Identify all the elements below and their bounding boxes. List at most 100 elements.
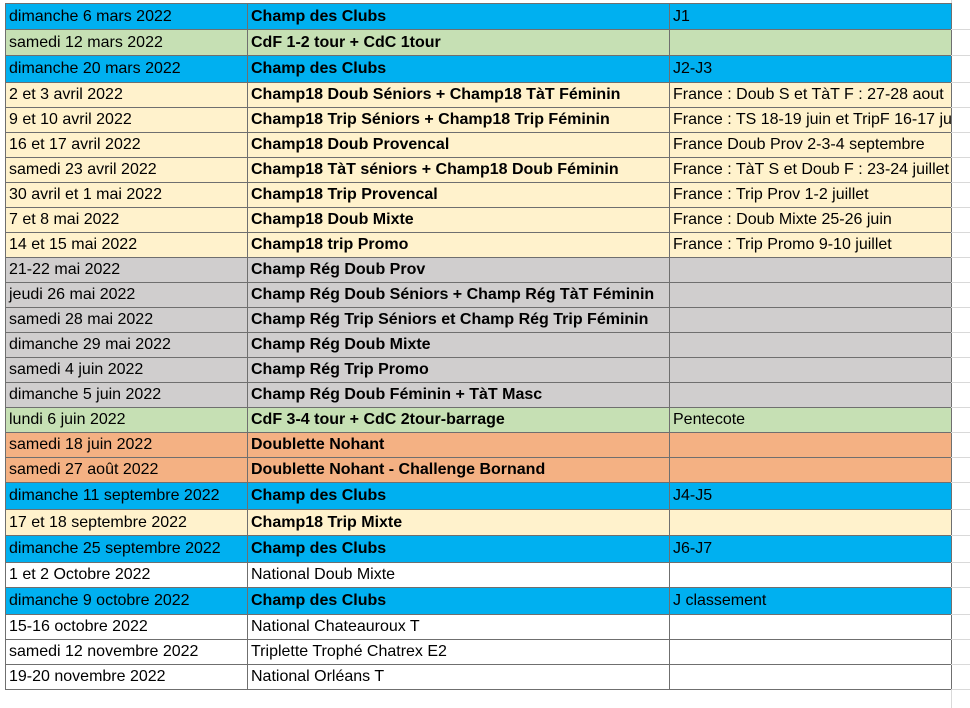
note-cell[interactable] bbox=[669, 29, 952, 56]
table-row: samedi 28 mai 2022 Champ Rég Trip Séniors… bbox=[5, 307, 952, 333]
date-cell[interactable]: 1 et 2 Octobre 2022 bbox=[5, 562, 248, 588]
table-row: samedi 18 juin 2022 Doublette Nohant bbox=[5, 432, 952, 458]
note-cell[interactable] bbox=[669, 307, 952, 333]
event-cell[interactable]: Champ18 Doub Provencal bbox=[247, 132, 670, 158]
event-cell[interactable]: Champ Rég Doub Séniors + Champ Rég TàT F… bbox=[247, 282, 670, 308]
note-cell[interactable]: Pentecote bbox=[669, 407, 952, 433]
table-row: samedi 27 août 2022 Doublette Nohant - Ch… bbox=[5, 457, 952, 483]
note-cell[interactable]: J classement bbox=[669, 587, 952, 615]
date-cell[interactable]: 9 et 10 avril 2022 bbox=[5, 107, 248, 133]
event-cell[interactable]: Champ des Clubs bbox=[247, 535, 670, 563]
event-cell[interactable]: Champ18 trip Promo bbox=[247, 232, 670, 258]
date-cell[interactable]: 2 et 3 avril 2022 bbox=[5, 82, 248, 108]
event-cell[interactable]: Champ Rég Doub Mixte bbox=[247, 332, 670, 358]
event-cell[interactable]: Champ18 Doub Séniors + Champ18 TàT Fémin… bbox=[247, 82, 670, 108]
date-cell[interactable]: 7 et 8 mai 2022 bbox=[5, 207, 248, 233]
event-cell[interactable]: National Chateauroux T bbox=[247, 614, 670, 640]
date-cell[interactable]: samedi 4 juin 2022 bbox=[5, 357, 248, 383]
date-cell[interactable]: dimanche 20 mars 2022 bbox=[5, 55, 248, 83]
event-cell[interactable]: Champ Rég Doub Féminin + TàT Masc bbox=[247, 382, 670, 408]
note-cell[interactable] bbox=[669, 357, 952, 383]
event-cell[interactable]: Doublette Nohant bbox=[247, 432, 670, 458]
note-cell[interactable] bbox=[669, 614, 952, 640]
note-cell[interactable] bbox=[669, 332, 952, 358]
event-cell[interactable]: Champ Rég Trip Promo bbox=[247, 357, 670, 383]
date-cell[interactable]: dimanche 29 mai 2022 bbox=[5, 332, 248, 358]
note-cell[interactable] bbox=[669, 282, 952, 308]
note-cell[interactable] bbox=[669, 432, 952, 458]
event-cell[interactable]: Champ Rég Doub Prov bbox=[247, 257, 670, 283]
event-cell[interactable]: Champ des Clubs bbox=[247, 482, 670, 510]
note-cell[interactable]: France Doub Prov 2-3-4 septembre bbox=[669, 132, 952, 158]
table-row: dimanche 29 mai 2022 Champ Rég Doub Mixte bbox=[5, 332, 952, 358]
event-cell[interactable]: Champ18 TàT séniors + Champ18 Doub Fémin… bbox=[247, 157, 670, 183]
note-cell[interactable] bbox=[669, 257, 952, 283]
note-cell[interactable]: J4-J5 bbox=[669, 482, 952, 510]
date-cell[interactable]: 15-16 octobre 2022 bbox=[5, 614, 248, 640]
event-cell[interactable]: Champ18 Trip Séniors + Champ18 Trip Fémi… bbox=[247, 107, 670, 133]
note-cell[interactable]: France : Doub Mixte 25-26 juin bbox=[669, 207, 952, 233]
gridline bbox=[951, 332, 970, 333]
note-cell[interactable]: J2-J3 bbox=[669, 55, 952, 83]
note-cell[interactable]: France : Doub S et TàT F : 27-28 aout bbox=[669, 82, 952, 108]
event-cell[interactable]: Champ des Clubs bbox=[247, 55, 670, 83]
event-cell[interactable]: National Doub Mixte bbox=[247, 562, 670, 588]
event-cell[interactable]: Doublette Nohant - Challenge Bornand bbox=[247, 457, 670, 483]
table-row: dimanche 9 octobre 2022 Champ des Clubs J … bbox=[5, 587, 952, 615]
date-cell[interactable]: dimanche 25 septembre 2022 bbox=[5, 535, 248, 563]
gridline bbox=[951, 407, 970, 408]
table-row: 17 et 18 septembre 2022 Champ18 Trip Mixt… bbox=[5, 509, 952, 536]
event-cell[interactable]: Champ18 Trip Provencal bbox=[247, 182, 670, 208]
event-cell[interactable]: Champ18 Trip Mixte bbox=[247, 509, 670, 536]
date-cell[interactable]: dimanche 9 octobre 2022 bbox=[5, 587, 248, 615]
table-row: samedi 12 mars 2022 CdF 1-2 tour + CdC 1t… bbox=[5, 29, 952, 56]
event-cell[interactable]: Champ18 Doub Mixte bbox=[247, 207, 670, 233]
event-cell[interactable]: Triplette Trophé Chatrex E2 bbox=[247, 639, 670, 665]
date-cell[interactable]: samedi 23 avril 2022 bbox=[5, 157, 248, 183]
event-cell[interactable]: Champ des Clubs bbox=[247, 3, 670, 30]
note-cell[interactable]: France : TS 18-19 juin et TripF 16-17 ju… bbox=[669, 107, 952, 133]
date-cell[interactable]: 14 et 15 mai 2022 bbox=[5, 232, 248, 258]
date-cell[interactable]: dimanche 6 mars 2022 bbox=[5, 3, 248, 30]
date-cell[interactable]: samedi 28 mai 2022 bbox=[5, 307, 248, 333]
date-cell[interactable]: dimanche 11 septembre 2022 bbox=[5, 482, 248, 510]
note-cell[interactable]: J6-J7 bbox=[669, 535, 952, 563]
date-cell[interactable]: samedi 27 août 2022 bbox=[5, 457, 248, 483]
date-cell[interactable]: lundi 6 juin 2022 bbox=[5, 407, 248, 433]
note-cell[interactable]: France : TàT S et Doub F : 23-24 juillet bbox=[669, 157, 952, 183]
gridline bbox=[951, 307, 970, 308]
table-row: 9 et 10 avril 2022 Champ18 Trip Séniors +… bbox=[5, 107, 952, 133]
date-cell[interactable]: 30 avril et 1 mai 2022 bbox=[5, 182, 248, 208]
event-cell[interactable]: CdF 3-4 tour + CdC 2tour-barrage bbox=[247, 407, 670, 433]
note-cell[interactable] bbox=[669, 509, 952, 536]
note-cell[interactable] bbox=[669, 457, 952, 483]
event-cell[interactable]: Champ des Clubs bbox=[247, 587, 670, 615]
date-cell[interactable]: 16 et 17 avril 2022 bbox=[5, 132, 248, 158]
note-cell[interactable] bbox=[669, 382, 952, 408]
table-row: dimanche 20 mars 2022 Champ des Clubs J2-J… bbox=[5, 55, 952, 83]
event-cell[interactable]: CdF 1-2 tour + CdC 1tour bbox=[247, 29, 670, 56]
event-cell[interactable]: National Orléans T bbox=[247, 664, 670, 690]
event-cell[interactable]: Champ Rég Trip Séniors et Champ Rég Trip… bbox=[247, 307, 670, 333]
date-cell[interactable]: 21-22 mai 2022 bbox=[5, 257, 248, 283]
date-cell[interactable]: 17 et 18 septembre 2022 bbox=[5, 509, 248, 536]
gridline bbox=[951, 457, 970, 458]
table-row: 30 avril et 1 mai 2022 Champ18 Trip Prove… bbox=[5, 182, 952, 208]
note-cell[interactable]: J1 bbox=[669, 3, 952, 30]
note-cell[interactable]: France : Trip Promo 9-10 juillet bbox=[669, 232, 952, 258]
note-cell[interactable] bbox=[669, 562, 952, 588]
date-cell[interactable]: dimanche 5 juin 2022 bbox=[5, 382, 248, 408]
table-row: dimanche 25 septembre 2022 Champ des Club… bbox=[5, 535, 952, 563]
date-cell[interactable]: jeudi 26 mai 2022 bbox=[5, 282, 248, 308]
note-cell[interactable] bbox=[669, 664, 952, 690]
gridline bbox=[951, 432, 970, 433]
gridline bbox=[951, 614, 970, 615]
date-cell[interactable]: samedi 18 juin 2022 bbox=[5, 432, 248, 458]
date-cell[interactable]: 19-20 novembre 2022 bbox=[5, 664, 248, 690]
note-cell[interactable]: France : Trip Prov 1-2 juillet bbox=[669, 182, 952, 208]
gridline bbox=[951, 157, 970, 158]
schedule-table: dimanche 6 mars 2022 Champ des Clubs J1 sam… bbox=[5, 3, 952, 690]
date-cell[interactable]: samedi 12 mars 2022 bbox=[5, 29, 248, 56]
note-cell[interactable] bbox=[669, 639, 952, 665]
date-cell[interactable]: samedi 12 novembre 2022 bbox=[5, 639, 248, 665]
